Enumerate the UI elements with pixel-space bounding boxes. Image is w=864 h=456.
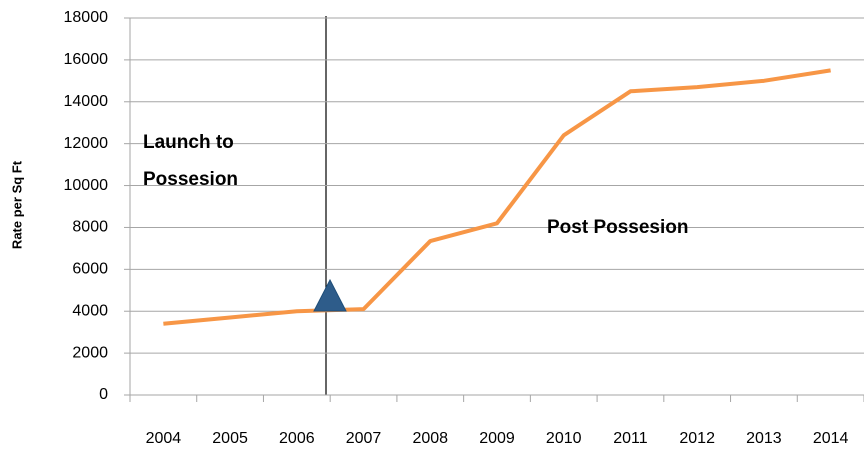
y-tick-label: 12000 xyxy=(64,135,109,152)
x-tick-label: 2009 xyxy=(479,430,515,447)
y-tick-label: 16000 xyxy=(64,51,109,68)
y-tick-label: 0 xyxy=(99,386,108,403)
y-tick-label: 14000 xyxy=(64,93,109,110)
x-tick-label: 2014 xyxy=(813,430,849,447)
y-tick-label: 4000 xyxy=(72,302,108,319)
annotation: Possesion xyxy=(143,169,238,190)
x-tick-label: 2010 xyxy=(546,430,582,447)
y-tick-label: 2000 xyxy=(72,344,108,361)
x-tick-label: 2012 xyxy=(679,430,715,447)
x-tick-label: 2008 xyxy=(412,430,448,447)
annotation: Launch to xyxy=(143,132,234,153)
series-line xyxy=(163,68,831,326)
launch-marker xyxy=(313,278,347,312)
x-tick-label: 2007 xyxy=(346,430,382,447)
y-axis-label: Rate per Sq Ft xyxy=(9,160,24,249)
x-tick-label: 2005 xyxy=(212,430,248,447)
annotation: Post Possesion xyxy=(547,217,689,238)
y-tick-label: 10000 xyxy=(64,177,109,194)
y-tick-label: 8000 xyxy=(72,219,108,236)
x-tick-label: 2013 xyxy=(746,430,782,447)
y-tick-label: 6000 xyxy=(72,261,108,278)
x-tick-label: 2004 xyxy=(146,430,182,447)
x-tick-label: 2006 xyxy=(279,430,315,447)
y-tick-label: 18000 xyxy=(64,9,109,26)
x-tick-label: 2011 xyxy=(613,430,648,447)
